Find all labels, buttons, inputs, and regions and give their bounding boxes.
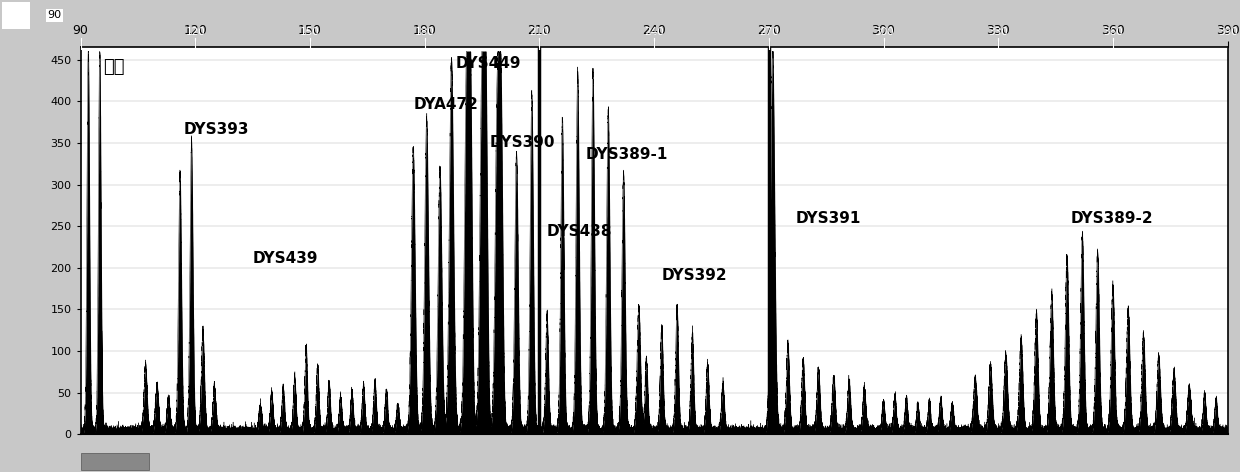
Bar	[2, 1, 30, 29]
Text: DYS390: DYS390	[490, 135, 556, 150]
Text: DYS389-2: DYS389-2	[1071, 211, 1153, 226]
Text: DYS393: DYS393	[184, 122, 249, 137]
Text: 330: 330	[988, 27, 1008, 37]
Text: DYS389-1: DYS389-1	[585, 147, 667, 162]
Text: 300: 300	[874, 27, 893, 37]
Text: 180: 180	[415, 27, 434, 37]
Text: Q: Q	[5, 8, 17, 23]
Text: 性别: 性别	[104, 58, 125, 76]
Text: DYS391: DYS391	[796, 211, 861, 226]
Text: 120: 120	[186, 27, 205, 37]
Text: 270: 270	[759, 27, 779, 37]
Text: DYS449: DYS449	[455, 56, 521, 70]
Bar	[81, 453, 150, 470]
Text: DYS439: DYS439	[253, 251, 319, 266]
Text: 90: 90	[47, 10, 61, 20]
Text: 360: 360	[1104, 27, 1122, 37]
Text: DYS392: DYS392	[662, 268, 728, 283]
Text: 390: 390	[1218, 27, 1238, 37]
Text: 150: 150	[300, 27, 320, 37]
Text: DYA472: DYA472	[413, 97, 479, 112]
Text: 240: 240	[645, 27, 663, 37]
Text: DYS438: DYS438	[547, 224, 613, 239]
Text: 210: 210	[529, 27, 549, 37]
